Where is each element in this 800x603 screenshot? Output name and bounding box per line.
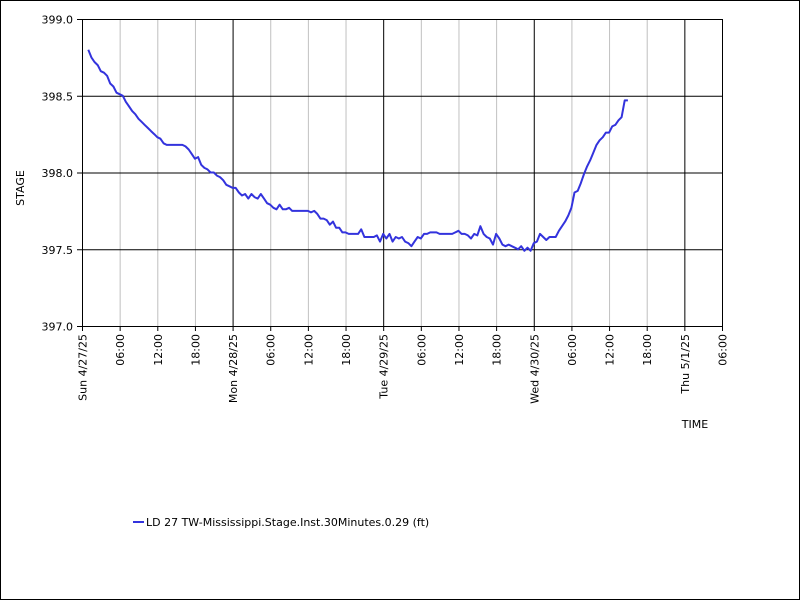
- x-tick-label: 06:00: [717, 334, 730, 366]
- x-tick-label: Mon 4/28/25: [227, 334, 240, 403]
- x-tick-label: 12:00: [152, 334, 165, 366]
- y-tick-label: 398.0: [42, 167, 74, 180]
- axes: 397.0 397.5 398.0 398.5 399.0 Sun 4/27/25 06:0…: [42, 14, 730, 404]
- y-axis-title: STAGE: [14, 170, 27, 206]
- x-axis-title: TIME: [681, 418, 708, 431]
- x-tick-label: 12:00: [604, 334, 617, 366]
- x-tick-label: 06:00: [566, 334, 579, 366]
- x-tick-label: Sun 4/27/25: [77, 334, 90, 401]
- x-tick-label: 18:00: [189, 334, 202, 366]
- plot-border: [82, 19, 723, 327]
- legend-label: LD 27 TW-Mississippi.Stage.Inst.30Minute…: [146, 516, 429, 529]
- x-tick-label: 06:00: [265, 334, 278, 366]
- series-layer: [87, 49, 628, 252]
- y-tick-label: 399.0: [42, 14, 74, 27]
- x-tick-label: Tue 4/29/25: [378, 334, 391, 400]
- x-tick-label: Wed 4/30/25: [528, 334, 541, 404]
- x-tick-label: 18:00: [340, 334, 353, 366]
- x-tick-label: Thu 5/1/25: [679, 334, 692, 395]
- grid-layer: [82, 19, 722, 326]
- y-tick-label: 397.0: [42, 321, 74, 334]
- x-tick-label: 18:00: [491, 334, 504, 366]
- series-line: [87, 49, 628, 252]
- x-tick-label: 12:00: [302, 334, 315, 366]
- x-tick-label: 18:00: [641, 334, 654, 366]
- x-tick-label: 12:00: [453, 334, 466, 366]
- legend: LD 27 TW-Mississippi.Stage.Inst.30Minute…: [133, 516, 429, 529]
- y-tick-label: 398.5: [42, 90, 74, 103]
- x-tick-label: 06:00: [415, 334, 428, 366]
- y-tick-label: 397.5: [42, 244, 74, 257]
- x-tick-label: 06:00: [114, 334, 127, 366]
